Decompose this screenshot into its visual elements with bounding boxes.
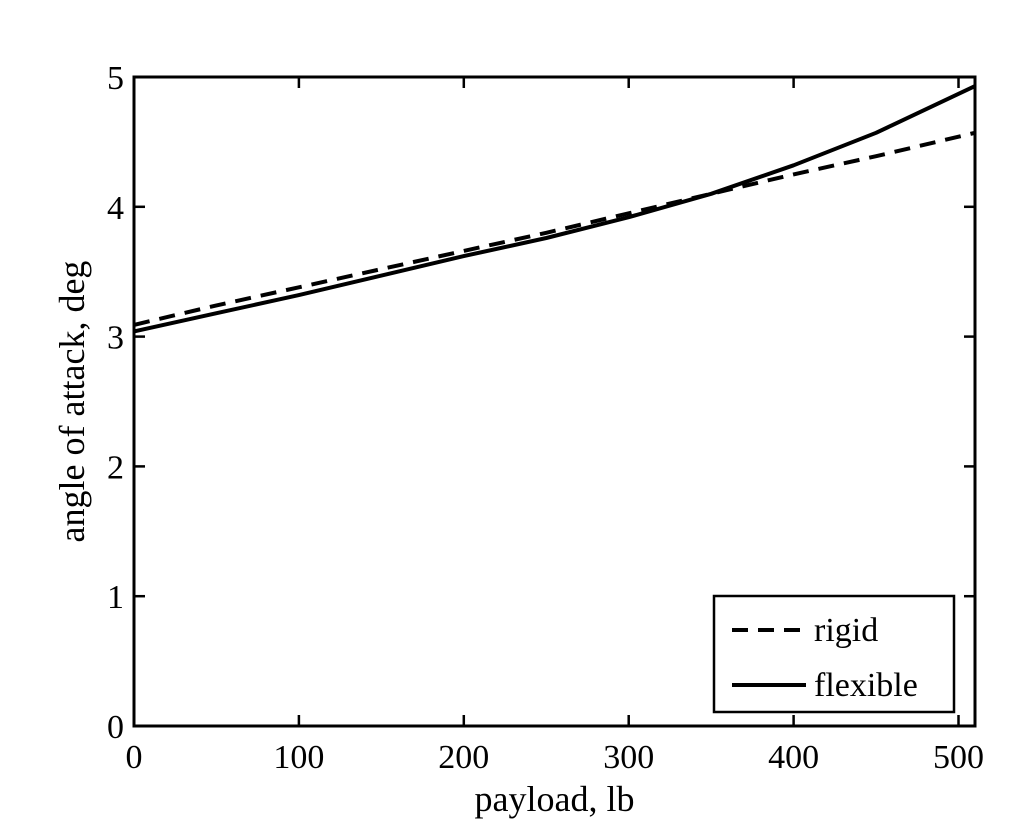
x-tick-label: 400: [768, 739, 819, 776]
legend-label-flexible: flexible: [814, 667, 918, 704]
y-tick-label: 3: [107, 320, 124, 357]
x-tick-label: 100: [273, 739, 324, 776]
legend-label-rigid: rigid: [814, 612, 878, 649]
legend-box: [712, 594, 956, 714]
y-tick-label: 4: [107, 190, 124, 227]
series-layer: [133, 84, 976, 334]
x-tick-label: 500: [933, 739, 984, 776]
y-tick-label: 1: [107, 579, 124, 616]
y-tick-label: 2: [107, 449, 124, 486]
axis-ticks: [132, 75, 975, 728]
series-line-rigid: [133, 130, 976, 327]
plot-area: [132, 75, 977, 728]
plot-frame: [132, 75, 977, 728]
series-line-flexible: [133, 84, 976, 334]
x-tick-label: 300: [603, 739, 654, 776]
axis-tick-labels: 0 100 200 300 400 500 0 1 2 3 4 5: [107, 60, 984, 776]
y-axis-label: angle of attack, deg: [52, 261, 92, 543]
x-axis-label: payload, lb: [475, 779, 635, 819]
y-tick-label: 5: [107, 60, 124, 97]
y-tick-label: 0: [107, 709, 124, 746]
legend: rigid flexible: [712, 594, 956, 714]
x-tick-label: 200: [438, 739, 489, 776]
x-tick-label: 0: [126, 739, 143, 776]
